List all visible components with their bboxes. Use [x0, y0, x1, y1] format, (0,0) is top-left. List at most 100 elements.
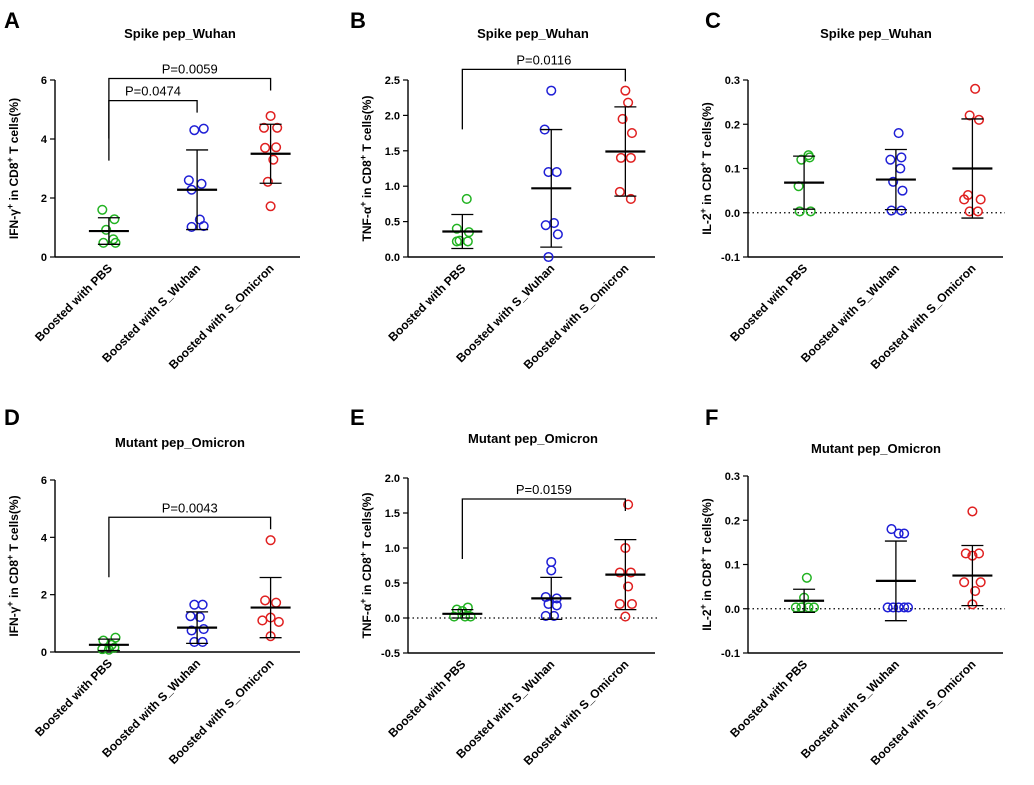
significance-bracket: P=0.0116 [461, 52, 627, 130]
y-tick-label: 0.5 [385, 578, 400, 590]
series-omicron [952, 83, 993, 219]
x-category-label: Boosted with PBS [32, 261, 115, 344]
data-point [897, 185, 908, 196]
significance-bracket: P=0.0474 [108, 84, 198, 161]
y-axis-label: IFN-γ+ in CD8+ T cells(%) [5, 495, 21, 636]
data-point [551, 166, 562, 178]
data-point [552, 229, 563, 240]
data-point [623, 581, 634, 592]
data-point [972, 206, 983, 217]
x-category-label: Boosted with PBS [385, 657, 468, 740]
data-point [194, 611, 205, 623]
y-axis-label: TNF-α+ in CD8+ T cells(%) [358, 96, 374, 242]
series-omicron [952, 506, 993, 610]
significance-bracket: P=0.0043 [108, 500, 272, 578]
data-point [896, 205, 907, 216]
data-point [975, 577, 986, 588]
series-wuhan [531, 556, 572, 621]
data-point [805, 206, 816, 217]
bracket-line [461, 68, 627, 130]
series-wuhan [531, 85, 572, 263]
y-tick-label: 2.5 [385, 75, 400, 87]
bracket-line [108, 100, 198, 161]
data-point [625, 152, 636, 163]
data-point [623, 499, 634, 510]
data-point [265, 110, 276, 122]
data-point [886, 205, 897, 216]
data-point [896, 152, 907, 163]
data-point [265, 535, 276, 546]
data-point [189, 125, 200, 136]
series-omicron [605, 499, 646, 622]
y-tick-label: 4 [41, 532, 48, 544]
y-tick-label: 0.0 [725, 208, 740, 220]
chart-title: Mutant pep_Omicron [115, 435, 245, 450]
data-point [546, 85, 557, 96]
data-point [451, 236, 462, 247]
data-point [271, 597, 282, 608]
x-category-label: Boosted with PBS [727, 657, 810, 740]
data-point [614, 186, 625, 197]
x-category-label: Boosted with PBS [727, 261, 810, 344]
data-point [970, 83, 981, 94]
p-value-label: P=0.0059 [162, 62, 218, 77]
data-point [198, 123, 209, 134]
data-point [959, 194, 970, 205]
x-category-label: Boosted with PBS [32, 656, 115, 739]
y-tick-label: 6 [41, 475, 47, 487]
data-point [451, 223, 462, 234]
panel-b: B Spike pep_Wuhan 0.0 0.5 1.0 1.5 2.0 2.5 TNF-α+… [350, 8, 655, 372]
data-point [109, 642, 120, 653]
y-tick-label: 0.5 [385, 217, 400, 229]
data-point [625, 567, 636, 578]
data-point [260, 595, 271, 606]
panel-a: A Spike pep_Wuhan 0 2 4 6 IFN-γ+ in CD8+ T cel… [4, 8, 300, 372]
y-axis-label: IL-2+ in CD8+ T cells(%) [698, 498, 714, 631]
y-tick-label: 0 [41, 252, 47, 264]
data-point [548, 610, 560, 621]
y-axis-label: IL-2+ in CD8+ T cells(%) [698, 102, 714, 235]
p-value-label: P=0.0043 [162, 500, 218, 515]
data-point [260, 142, 271, 153]
data-point [626, 598, 638, 610]
data-point [964, 110, 975, 121]
panel-d: D Mutant pep_Omicron 0 2 4 6 IFN-γ+ in CD8+ T … [4, 405, 300, 767]
series-wuhan [875, 128, 916, 216]
data-point [794, 206, 805, 217]
bracket-line [108, 516, 272, 578]
data-point [895, 163, 906, 174]
data-point [614, 598, 625, 610]
y-tick-label: 2.0 [385, 110, 400, 122]
panel-letter: C [705, 8, 721, 33]
y-tick-label: 0.0 [385, 252, 400, 264]
y-tick-label: 4 [41, 134, 48, 146]
series-wuhan [177, 123, 218, 232]
chart-title: Spike pep_Wuhan [820, 26, 932, 41]
y-tick-label: 6 [41, 75, 47, 87]
data-point [893, 528, 904, 539]
y-tick-label: 2.0 [385, 473, 400, 485]
p-value-label: P=0.0474 [125, 84, 181, 99]
data-point [197, 636, 208, 648]
y-tick-label: -0.1 [721, 648, 740, 660]
y-tick-label: 2 [41, 193, 47, 205]
series-pbs [88, 632, 129, 655]
data-point [98, 635, 109, 646]
y-tick-label: 0.0 [385, 613, 400, 625]
series-pbs [784, 150, 825, 217]
data-point [625, 193, 636, 204]
data-point [196, 178, 207, 189]
data-point [183, 175, 194, 186]
y-tick-label: 0 [41, 647, 47, 659]
data-point [461, 193, 472, 204]
data-point [902, 602, 914, 613]
y-tick-label: 0.2 [725, 515, 740, 527]
data-point [959, 577, 970, 588]
data-point [185, 611, 196, 622]
y-tick-label: 2 [41, 590, 47, 602]
data-point [885, 154, 896, 165]
data-point [98, 237, 109, 248]
data-point [888, 602, 899, 613]
data-point [617, 113, 628, 124]
